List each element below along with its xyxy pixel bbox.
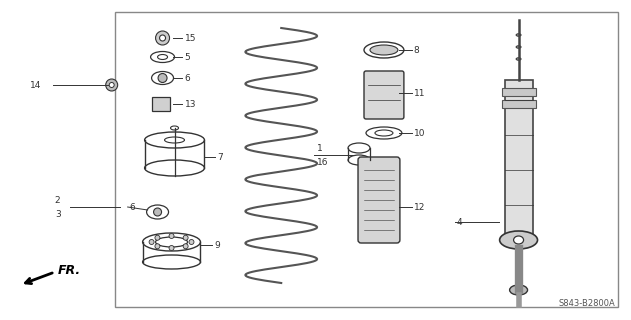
Text: 8: 8	[414, 45, 420, 54]
Ellipse shape	[516, 58, 521, 60]
Text: 4: 4	[457, 218, 463, 227]
Text: 12: 12	[414, 203, 425, 212]
Text: 6: 6	[129, 203, 136, 212]
Circle shape	[153, 208, 162, 216]
Ellipse shape	[143, 255, 201, 269]
Ellipse shape	[500, 231, 538, 249]
Circle shape	[106, 79, 117, 91]
Ellipse shape	[514, 236, 524, 244]
Circle shape	[155, 244, 160, 249]
Bar	[505, 80, 533, 240]
Circle shape	[189, 239, 194, 244]
Text: 1: 1	[317, 143, 323, 153]
Text: 16: 16	[317, 157, 329, 166]
Text: 15: 15	[184, 34, 196, 43]
Circle shape	[156, 31, 170, 45]
Text: FR.: FR.	[58, 263, 81, 276]
Circle shape	[169, 234, 174, 238]
Circle shape	[169, 245, 174, 251]
Circle shape	[155, 235, 160, 240]
Ellipse shape	[516, 46, 521, 48]
Text: 11: 11	[414, 89, 425, 98]
Bar	[502, 100, 536, 108]
Circle shape	[183, 244, 188, 249]
Ellipse shape	[366, 127, 402, 139]
Text: S843-B2800A: S843-B2800A	[558, 300, 615, 308]
FancyBboxPatch shape	[364, 71, 404, 119]
Bar	[502, 88, 536, 96]
Text: 5: 5	[184, 52, 190, 61]
Ellipse shape	[144, 132, 204, 148]
Ellipse shape	[143, 233, 201, 251]
Circle shape	[183, 235, 188, 240]
Text: 3: 3	[55, 210, 61, 219]
Circle shape	[109, 83, 114, 87]
Circle shape	[149, 239, 154, 244]
Ellipse shape	[348, 143, 370, 153]
Text: 2: 2	[55, 196, 61, 204]
Ellipse shape	[165, 137, 184, 143]
Bar	[115, 12, 618, 307]
Text: 13: 13	[184, 100, 196, 108]
Text: 6: 6	[184, 74, 190, 83]
Text: 9: 9	[215, 241, 220, 250]
Ellipse shape	[510, 285, 528, 295]
Ellipse shape	[170, 126, 179, 130]
Ellipse shape	[151, 71, 174, 84]
FancyBboxPatch shape	[358, 157, 400, 243]
Ellipse shape	[156, 237, 187, 247]
Bar	[151, 97, 170, 111]
Ellipse shape	[158, 54, 168, 60]
Circle shape	[160, 35, 165, 41]
Text: 7: 7	[218, 153, 223, 162]
Ellipse shape	[146, 205, 168, 219]
Ellipse shape	[364, 42, 404, 58]
Ellipse shape	[375, 130, 393, 136]
Ellipse shape	[151, 52, 175, 62]
Ellipse shape	[370, 45, 398, 55]
Text: 14: 14	[30, 81, 41, 90]
Ellipse shape	[348, 155, 370, 165]
Ellipse shape	[144, 160, 204, 176]
Circle shape	[158, 74, 167, 83]
Ellipse shape	[516, 34, 521, 36]
Text: 10: 10	[414, 129, 425, 138]
